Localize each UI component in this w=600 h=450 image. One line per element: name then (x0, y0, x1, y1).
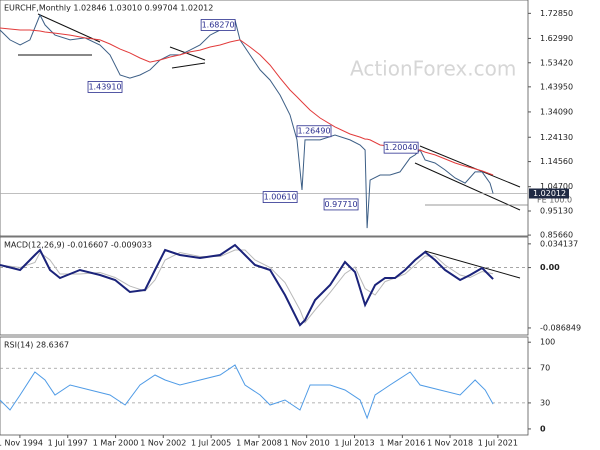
x-tick-label: 1 Jul 2013 (334, 439, 374, 448)
x-tick-label: 1 Mar 2008 (236, 439, 282, 448)
y-tick-label: 70 (540, 364, 550, 373)
x-tick-label: 1 Nov 2018 (427, 439, 473, 448)
series-line (0, 13, 494, 229)
trendline (424, 250, 521, 279)
x-tick-label: 1 Mar 2000 (93, 439, 139, 448)
x-tick-label: 1 Jul 2005 (191, 439, 231, 448)
annotation-box (383, 141, 419, 154)
annotation-label: 1.43910 (88, 82, 121, 91)
y-tick-label: 0.85660 (540, 231, 573, 240)
panel-title: EURCHF,Monthly 1.02846 1.03010 0.99704 1… (4, 4, 213, 13)
macd-panel (0, 236, 529, 336)
y-tick-label: 1.34090 (540, 107, 573, 116)
panel-title: MACD(12,26,9) -0.016607 -0.009033 (4, 241, 152, 250)
annotation-label: 0.97710 (325, 200, 358, 209)
trendline (169, 46, 206, 61)
fe-label: FE 100.0 (537, 196, 572, 205)
x-tick-label: 1 Jul 1997 (48, 439, 88, 448)
y-tick-label: 1.24130 (540, 133, 573, 142)
annotation-box (87, 81, 123, 93)
y-tick-label: -0.086849 (540, 323, 581, 332)
y-tick-label: 1.04700 (540, 182, 573, 191)
trendline (171, 62, 206, 69)
x-tick-label: 1 Nov 1994 (0, 439, 43, 448)
series-line (0, 27, 494, 176)
annotation-box (262, 191, 298, 203)
y-tick-label: 100 (540, 338, 555, 347)
y-tick-label: 30 (540, 398, 550, 407)
price-panel (0, 0, 529, 237)
y-tick-label: 0 (540, 424, 546, 433)
annotation-box (200, 19, 236, 31)
last-price-label: 1.02012 (533, 189, 566, 198)
last-price-box (529, 188, 569, 199)
annotation-label: 1.68270 (202, 20, 235, 29)
series-line (0, 249, 494, 324)
x-tick-label: 1 Nov 2010 (284, 439, 330, 448)
x-tick-label: 1 Mar 2016 (380, 439, 426, 448)
trendline (414, 162, 521, 211)
series-line (0, 243, 494, 327)
annotation-label: 1.20040 (385, 143, 418, 152)
annotation-box (323, 198, 359, 211)
y-tick-label: 1.14560 (540, 157, 573, 166)
y-tick-label: 0.95130 (540, 207, 573, 216)
x-tick-label: 1 Nov 2002 (140, 439, 186, 448)
y-tick-label: 1.53420 (540, 58, 573, 67)
annotation-label: 1.00610 (264, 193, 297, 202)
y-tick-label: 0.034137 (540, 239, 578, 248)
trendlines (18, 13, 521, 279)
y-tick-label: 1.72850 (540, 9, 573, 18)
y-tick-label: 1.62990 (540, 34, 573, 43)
y-tick-label: 1.43950 (540, 82, 573, 91)
x-tick-label: 1 Jul 2021 (478, 439, 518, 448)
annotation-box (296, 125, 332, 138)
rsi-panel (0, 336, 529, 436)
series-line (0, 364, 494, 420)
trendline (419, 145, 521, 188)
panel-title: RSI(14) 28.6367 (4, 341, 69, 350)
watermark: ActionForex.com (350, 57, 516, 81)
y-tick-label: 0.00 (540, 263, 560, 272)
trendline (37, 13, 101, 43)
annotation-label: 1.26490 (297, 127, 330, 136)
